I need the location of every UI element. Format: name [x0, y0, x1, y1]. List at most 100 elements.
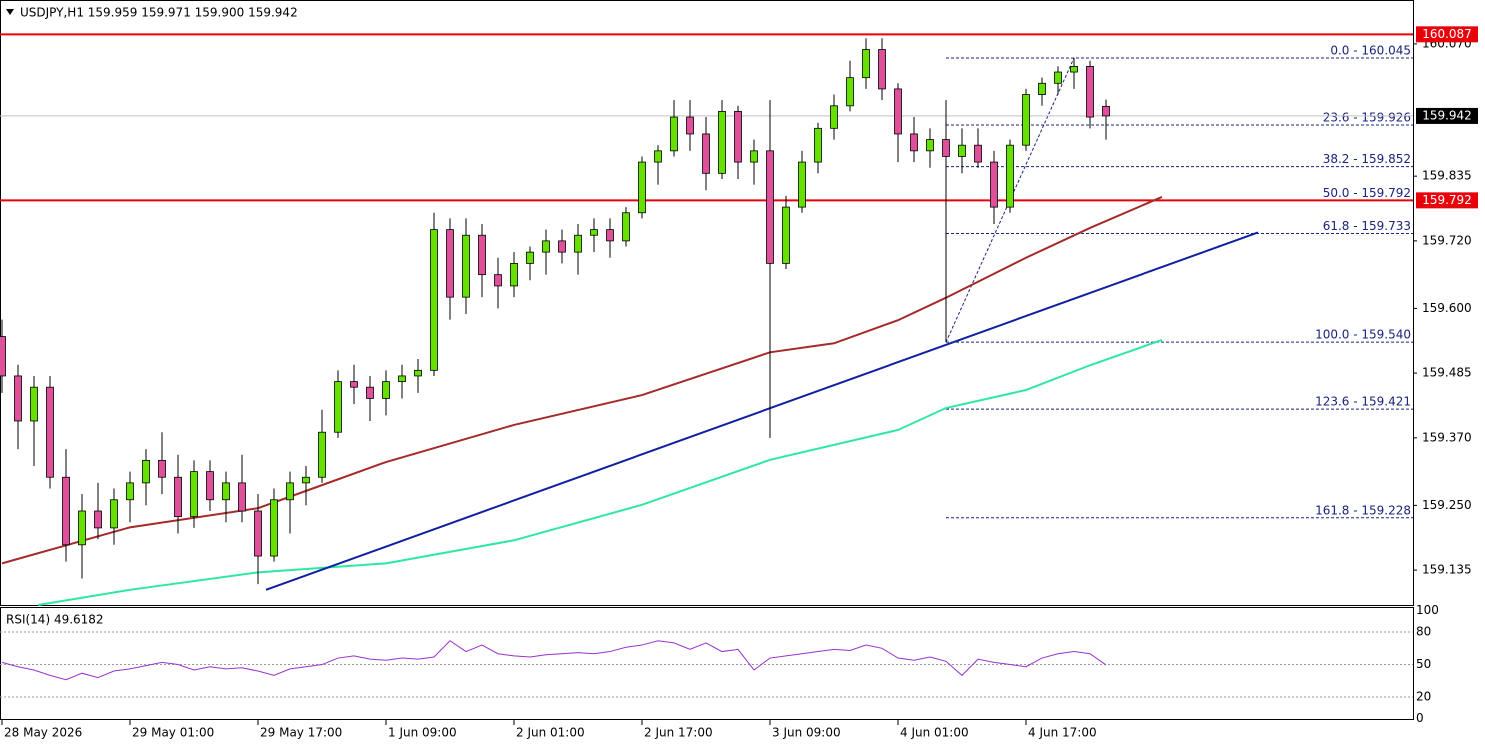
candle-body: [702, 133, 710, 174]
x-tick-label: 4 Jun 17:00: [1028, 726, 1097, 740]
candle-body: [430, 229, 438, 371]
candle-body: [814, 127, 822, 163]
y-tick-label: 159.485: [1422, 366, 1472, 380]
fib-label: 23.6 - 159.926: [1323, 110, 1411, 124]
candle-body: [414, 369, 422, 377]
rsi-tick-label: 0: [1416, 711, 1424, 725]
candle-body: [30, 386, 38, 422]
candle-body: [366, 386, 374, 399]
y-tick-label: 159.135: [1422, 563, 1472, 577]
x-tick-label: 2 Jun 17:00: [644, 726, 713, 740]
candle-body: [1006, 144, 1014, 208]
candle-body: [590, 229, 598, 236]
candle-body: [894, 88, 902, 135]
candle-body: [14, 375, 22, 422]
candle-body: [334, 381, 342, 433]
candle-body: [126, 482, 134, 501]
candle-body: [830, 105, 838, 129]
candle-body: [654, 150, 662, 163]
main-panel: [0, 0, 1414, 606]
price-box: [1416, 192, 1478, 209]
candle-body: [1070, 66, 1078, 73]
price-box-label: 159.942: [1422, 108, 1472, 122]
candle-body: [318, 431, 326, 478]
candle-body: [798, 161, 806, 208]
candle-body: [382, 381, 390, 399]
rsi-panel: [0, 607, 1414, 720]
candle-body: [398, 375, 406, 382]
trend-line: [37, 338, 1163, 606]
candle-body: [782, 206, 790, 264]
candle-body: [622, 212, 630, 242]
candle-body: [494, 274, 502, 287]
fib-label: 123.6 - 159.421: [1315, 395, 1411, 409]
x-tick-label: 28 May 2026: [4, 726, 82, 740]
candle-body: [462, 234, 470, 298]
candle-body: [62, 476, 70, 546]
y-tick-label: 159.250: [1422, 498, 1472, 512]
fib-label: 100.0 - 159.540: [1315, 328, 1411, 342]
candle-body: [0, 336, 6, 377]
candle-body: [78, 510, 86, 546]
candle-body: [958, 144, 966, 157]
x-tick-label: 3 Jun 09:00: [772, 726, 841, 740]
candle-body: [478, 234, 486, 276]
candle-body: [558, 240, 566, 253]
candle-body: [718, 111, 726, 174]
candle-body: [206, 471, 214, 501]
candle-body: [974, 144, 982, 163]
x-tick-label: 2 Jun 01:00: [516, 726, 585, 740]
candle-body: [878, 49, 886, 90]
menu-arrow: [6, 9, 14, 15]
candle-body: [670, 116, 678, 152]
candle-body: [270, 499, 278, 557]
candle-body: [510, 262, 518, 287]
candle-body: [222, 482, 230, 501]
x-tick-label: 1 Jun 09:00: [388, 726, 457, 740]
rsi-tick-label: 20: [1416, 690, 1431, 704]
price-box-label: 160.087: [1422, 27, 1472, 41]
candle-body: [46, 386, 54, 478]
price-box-label: 159.792: [1422, 193, 1472, 207]
candle-body: [110, 499, 118, 529]
candle-body: [942, 139, 950, 157]
candle-body: [1054, 71, 1062, 84]
y-tick-label: 159.835: [1422, 169, 1472, 183]
candle-body: [350, 381, 358, 388]
candle-body: [1022, 94, 1030, 146]
candle-body: [1038, 82, 1046, 95]
candle-body: [158, 459, 166, 478]
candle-body: [526, 251, 534, 264]
candle-body: [846, 77, 854, 107]
candle-body: [910, 133, 918, 152]
candle-body: [254, 510, 262, 557]
candle-body: [286, 482, 294, 501]
candle-body: [638, 161, 646, 214]
candle-body: [606, 229, 614, 242]
candle-body: [750, 150, 758, 163]
candle-body: [734, 111, 742, 163]
x-tick-label: 29 May 17:00: [260, 726, 342, 740]
rsi-tick-label: 50: [1416, 657, 1431, 671]
fib-label: 0.0 - 160.045: [1330, 43, 1411, 57]
candle-body: [1086, 66, 1094, 118]
trend-line: [1, 196, 1163, 565]
rsi-tick-label: 80: [1416, 625, 1431, 639]
candle-body: [446, 229, 454, 298]
rsi-title: RSI(14) 49.6182: [6, 613, 104, 627]
trend-line: [265, 231, 1259, 591]
candle-body: [766, 150, 774, 264]
candle-body: [1102, 105, 1110, 117]
candle-body: [142, 459, 150, 484]
price-box: [1416, 26, 1478, 43]
price-box: [1416, 107, 1478, 124]
x-tick-label: 29 May 01:00: [132, 726, 214, 740]
candle-body: [686, 116, 694, 135]
fib-label: 61.8 - 159.733: [1323, 219, 1411, 233]
x-tick-label: 4 Jun 01:00: [900, 726, 969, 740]
rsi-line: [1, 640, 1107, 681]
candle-body: [862, 49, 870, 79]
candle-body: [574, 234, 582, 253]
candle-body: [174, 476, 182, 518]
